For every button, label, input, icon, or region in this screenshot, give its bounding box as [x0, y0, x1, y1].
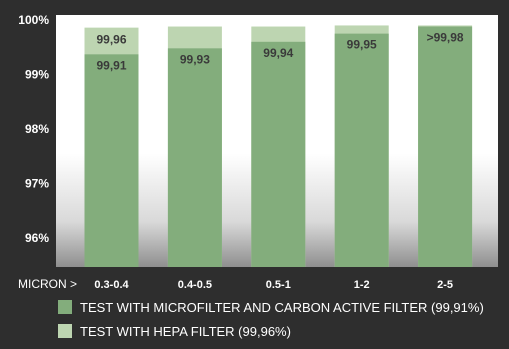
- bar-microfilter-1-2: [334, 33, 389, 267]
- x-tick-label: 2-5: [437, 279, 453, 291]
- bar-microfilter-0.4-0.5: [167, 48, 222, 268]
- x-tick-label: 0.4-0.5: [178, 279, 212, 291]
- x-tick-label: 0.3-0.4: [94, 279, 129, 291]
- data-label-microfilter: >99,98: [427, 31, 464, 45]
- x-tick-label: 0.5-1: [266, 279, 291, 291]
- data-label-microfilter: 99,94: [263, 46, 293, 60]
- legend-label: TEST WITH HEPA FILTER (99,96%): [80, 324, 291, 339]
- data-label-hepa: 99,96: [96, 33, 126, 47]
- legend-label: TEST WITH MICROFILTER AND CARBON ACTIVE …: [80, 300, 484, 315]
- legend-swatch: [58, 300, 72, 314]
- x-tick-label: 1-2: [354, 279, 370, 291]
- y-tick-label: 97%: [25, 177, 49, 191]
- legend-swatch: [58, 324, 72, 338]
- x-axis-label: MICRON >: [18, 277, 77, 291]
- bar-microfilter-0.5-1: [251, 41, 306, 267]
- data-label-microfilter: 99,91: [96, 58, 126, 72]
- data-label-microfilter: 99,95: [347, 38, 377, 52]
- y-tick-label: 100%: [18, 13, 49, 27]
- y-tick-label: 96%: [25, 231, 49, 245]
- y-tick-label: 98%: [25, 122, 49, 136]
- bar-microfilter-2-5: [418, 26, 473, 267]
- bar-microfilter-0.3-0.4: [84, 54, 139, 268]
- data-label-microfilter: 99,93: [180, 52, 210, 66]
- y-tick-label: 99%: [25, 68, 49, 82]
